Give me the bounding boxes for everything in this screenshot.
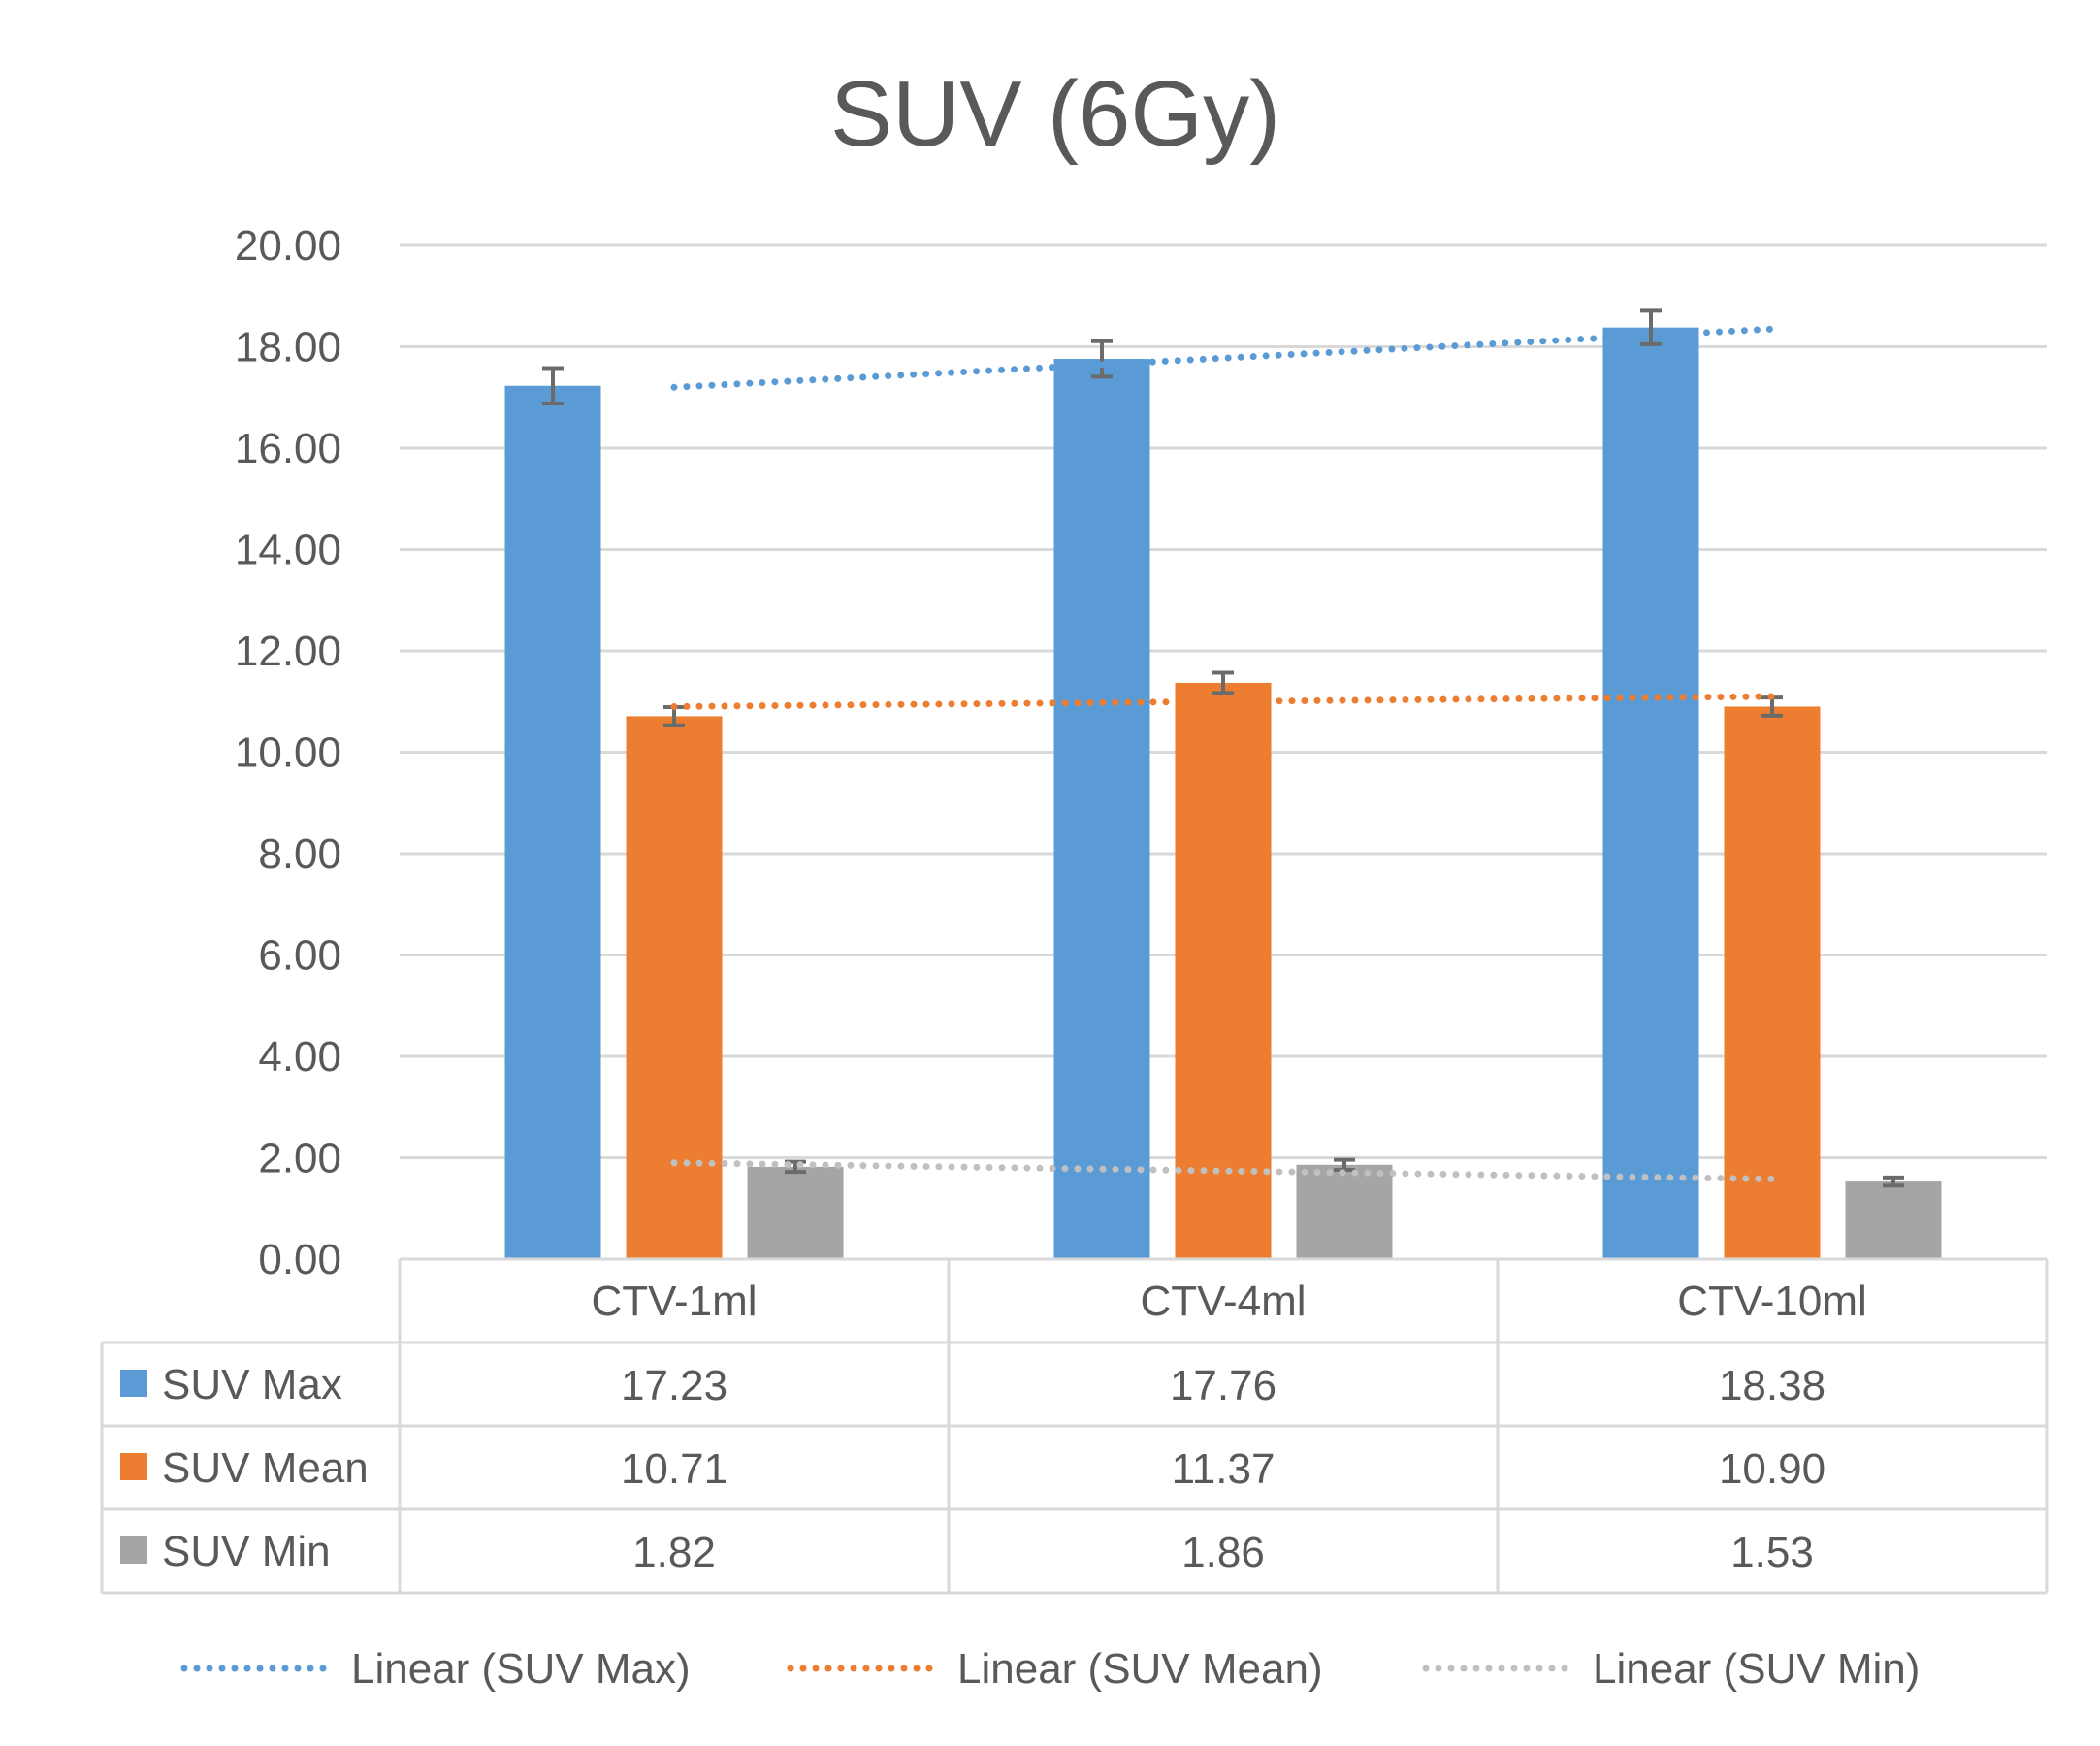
y-tick-label: 14.00 [235,527,341,574]
data-value: 1.53 [1730,1529,1814,1576]
category-label: CTV-1ml [591,1277,757,1325]
y-axis-ticks: 0.00 2.00 4.00 6.00 8.00 10.00 12.00 14.00 16.00… [235,222,341,1283]
chart-title: SUV (6Gy) [830,62,1280,166]
bars [504,308,1942,1259]
data-value: 18.38 [1719,1362,1825,1409]
series-name: SUV Mean [162,1444,369,1492]
legend-label: Linear (SUV Min) [1593,1645,1920,1693]
legend-key [120,1370,147,1397]
data-value: 10.71 [621,1445,727,1493]
y-tick-label: 8.00 [258,830,341,878]
bar [747,1166,844,1259]
data-value: 17.23 [621,1362,727,1409]
legend-label: Linear (SUV Max) [351,1645,691,1693]
data-value: 1.86 [1181,1529,1265,1576]
bar [1175,682,1272,1259]
bar [1602,327,1699,1259]
data-table: CTV-1ml CTV-4ml CTV-10ml SUV Max 17.23 17.76 1… [100,1257,2049,1595]
legend: Linear (SUV Max) Linear (SUV Mean) Linear … [180,1645,1920,1693]
y-tick-label: 2.00 [258,1135,341,1182]
series-name: SUV Min [162,1528,331,1575]
y-tick-label: 4.00 [258,1033,341,1081]
bar [626,716,723,1259]
y-tick-label: 6.00 [258,932,341,980]
y-tick-label: 16.00 [235,425,341,472]
bar [1845,1181,1942,1259]
category-label: CTV-10ml [1677,1277,1867,1325]
data-value: 10.90 [1719,1445,1825,1493]
category-label: CTV-4ml [1140,1277,1306,1325]
y-tick-label: 12.00 [235,628,341,675]
data-value: 17.76 [1170,1362,1276,1409]
bar [1053,359,1150,1259]
y-tick-label: 0.00 [258,1236,341,1283]
y-tick-label: 18.00 [235,324,341,372]
data-value: 1.82 [632,1529,716,1576]
legend-key [120,1453,147,1480]
y-tick-label: 20.00 [235,222,341,270]
legend-key [120,1536,147,1564]
bar [1296,1164,1393,1259]
data-value: 11.37 [1172,1445,1276,1493]
y-tick-label: 10.00 [235,729,341,777]
series-name: SUV Max [162,1361,342,1408]
legend-label: Linear (SUV Mean) [957,1645,1323,1693]
bar [1724,706,1821,1259]
bar [504,385,601,1259]
